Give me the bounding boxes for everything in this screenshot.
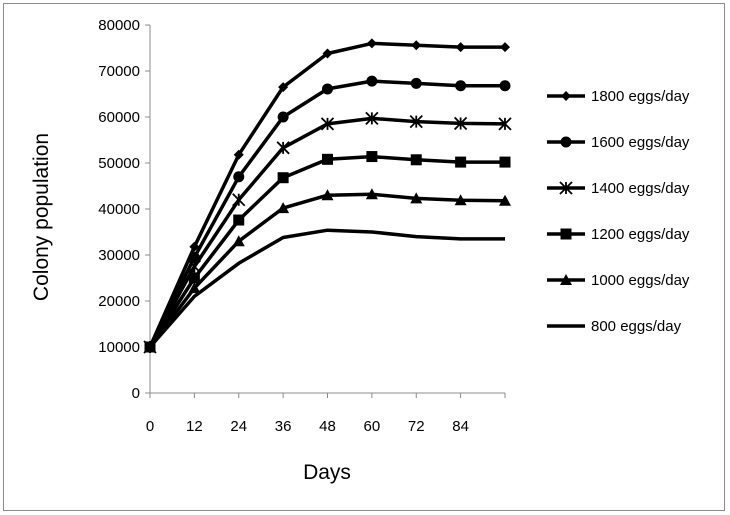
data-point [499,156,511,168]
data-point [188,282,201,294]
data-point [454,194,467,206]
data-point [410,154,422,166]
legend-label: 800 eggs/day [591,318,682,335]
data-point [409,114,423,129]
data-point [498,117,512,131]
data-point [322,153,333,165]
x-axis-title: Days [303,461,351,484]
series-layer [143,38,512,354]
y-tick-label: 70000 [98,63,140,80]
y-tick-label: 60000 [98,109,140,126]
data-point [277,172,289,184]
y-tick-label: 40000 [98,201,140,218]
legend-swatch-marker [560,136,572,148]
data-point [322,83,333,95]
x-tick-label: 84 [452,418,469,435]
data-point [278,82,289,93]
series-line [148,116,506,348]
legend-label: 1000 eggs/day [591,272,690,289]
data-point [410,77,422,89]
legend-entry: 1800 eggs/day [547,88,690,105]
series-1600-eggs-day [144,75,511,353]
data-point [232,235,245,247]
series-line [148,228,505,349]
x-tick-label: 12 [186,418,203,435]
y-tick-label: 80000 [98,17,140,34]
data-point [233,171,245,183]
legend-entry: 1400 eggs/day [547,180,690,197]
x-tick-label: 48 [319,418,336,435]
data-point [320,117,335,131]
y-axis-ticks: 0 10000 20000 30000 40000 50000 60000 70000 8000… [98,17,150,402]
legend-swatch-marker [560,274,572,285]
legend-label: 1800 eggs/day [591,88,690,105]
data-point [321,189,334,201]
legend-swatch-marker [561,91,571,101]
data-point [365,111,379,126]
y-tick-label: 20000 [98,293,140,310]
series-line [148,192,506,349]
legend-label: 1600 eggs/day [591,134,690,151]
y-axis-title: Colony population [30,133,53,301]
legend-label: 1400 eggs/day [591,180,690,197]
data-point [277,202,290,214]
series-1400-eggs-day [143,111,512,354]
legend-entry: 1600 eggs/day [547,134,690,151]
y-tick-label: 30000 [98,247,140,264]
data-point [188,272,200,284]
legend-entry: 1000 eggs/day [547,272,690,289]
y-tick-label: 50000 [98,155,140,172]
legend-swatch-marker [559,181,573,195]
data-point [322,48,333,59]
legend-swatch-marker [560,228,572,240]
legend-label: 1200 eggs/day [591,226,690,243]
data-point [455,42,466,53]
data-point [410,192,423,204]
data-point [233,149,244,160]
data-point [366,151,378,163]
data-point [277,111,289,123]
x-tick-label: 60 [364,418,381,435]
data-point [499,80,511,92]
series-800-eggs-day [148,228,505,349]
legend-entry: 1200 eggs/day [547,226,690,243]
data-point [455,156,467,168]
data-point [500,42,510,53]
x-axis-ticks: 0 12 24 36 48 60 72 84 [146,393,506,435]
data-point [499,194,511,206]
legend: 1800 eggs/day 1600 eggs/day 1400 eggs/day 1… [547,88,690,335]
chart-frame [3,3,725,511]
y-tick-label: 10000 [98,339,140,356]
legend-entry: 800 eggs/day [547,318,682,335]
x-tick-label: 0 [146,418,154,435]
data-point [411,40,422,51]
x-tick-label: 24 [230,418,247,435]
data-point [233,214,245,226]
series-1000-eggs-day [144,188,511,352]
data-point [455,80,467,92]
data-point [232,193,246,207]
data-point [453,116,468,131]
y-tick-label: 0 [132,385,140,402]
x-tick-label: 72 [408,418,425,435]
data-point [366,75,378,87]
data-point [366,38,377,49]
x-tick-label: 36 [275,418,292,435]
data-point [276,141,290,155]
data-point [365,188,378,200]
